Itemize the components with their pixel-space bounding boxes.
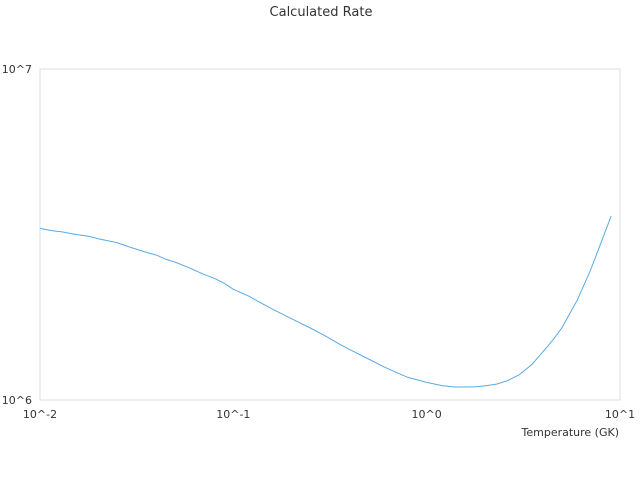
x-tick-label: 10^0 — [412, 408, 442, 421]
x-tick-label: 10^1 — [605, 408, 635, 421]
plot-frame — [39, 68, 621, 401]
series-layer — [39, 215, 612, 388]
y-tick-label: 10^7 — [2, 63, 32, 76]
x-axis-ticks: 10^-2 10^-1 10^0 10^1 — [23, 408, 635, 421]
y-axis-ticks: 10^6 10^7 — [2, 63, 32, 407]
chart-title: Calculated Rate — [270, 5, 373, 20]
series-line — [39, 215, 612, 388]
x-axis-label: Temperature (GK) — [521, 426, 620, 439]
y-tick-label: 10^6 — [2, 394, 32, 407]
x-tick-label: 10^-2 — [23, 408, 57, 421]
x-tick-label: 10^-1 — [216, 408, 250, 421]
